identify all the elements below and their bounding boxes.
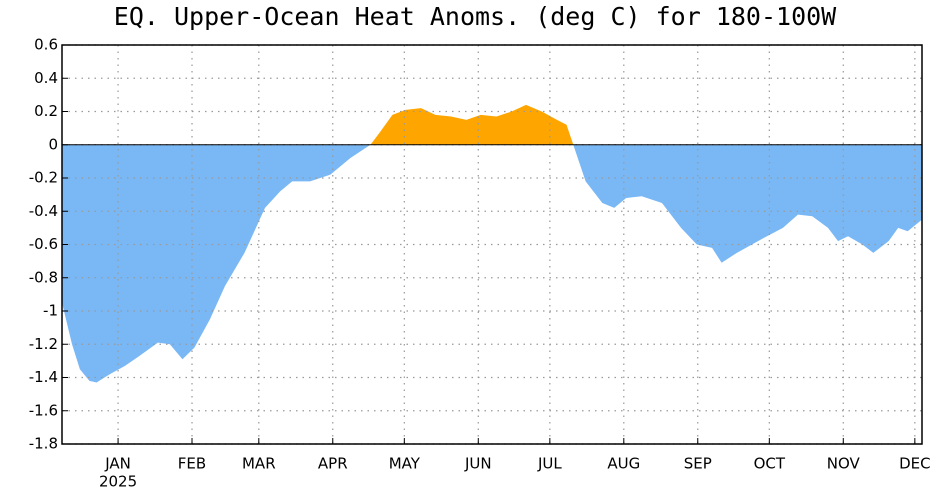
- x-tick-label: JUN: [464, 455, 492, 473]
- y-tick-label: 0.4: [34, 69, 58, 87]
- x-tick-label: MAY: [389, 455, 421, 473]
- x-tick-label: JUL: [537, 455, 562, 473]
- x-tick-label: JAN: [104, 455, 131, 473]
- chart-title: EQ. Upper-Ocean Heat Anoms. (deg C) for …: [114, 2, 837, 31]
- y-tick-label: 0.2: [34, 102, 58, 120]
- y-tick-label: -1.2: [29, 335, 58, 353]
- x-tick-label: DEC: [899, 455, 931, 473]
- plot-frame: [61, 44, 923, 445]
- y-tick-label: -1: [43, 302, 58, 320]
- y-tick-label: -0.4: [29, 202, 58, 220]
- x-tick-label: FEB: [178, 455, 206, 473]
- area-positive: [62, 104, 922, 145]
- y-tick-label: -1.6: [29, 401, 58, 419]
- x-tick-label: OCT: [754, 455, 786, 473]
- y-tick-label: -0.6: [29, 235, 58, 253]
- x-tick-label: MAR: [242, 455, 276, 473]
- x-tick-label: NOV: [827, 455, 861, 473]
- y-tick-label: 0.6: [34, 36, 58, 54]
- x-tick-label: APR: [318, 455, 348, 473]
- y-tick-label: -0.8: [29, 268, 58, 286]
- area-negative: [62, 144, 922, 383]
- y-tick-label: -1.4: [29, 368, 58, 386]
- y-tick-label: 0: [48, 135, 58, 153]
- x-tick-label: SEP: [684, 455, 712, 473]
- x-tick-label: AUG: [607, 455, 640, 473]
- y-tick-label: -0.2: [29, 169, 58, 187]
- y-tick-label: -1.8: [29, 435, 58, 453]
- year-label: 2025: [99, 473, 137, 491]
